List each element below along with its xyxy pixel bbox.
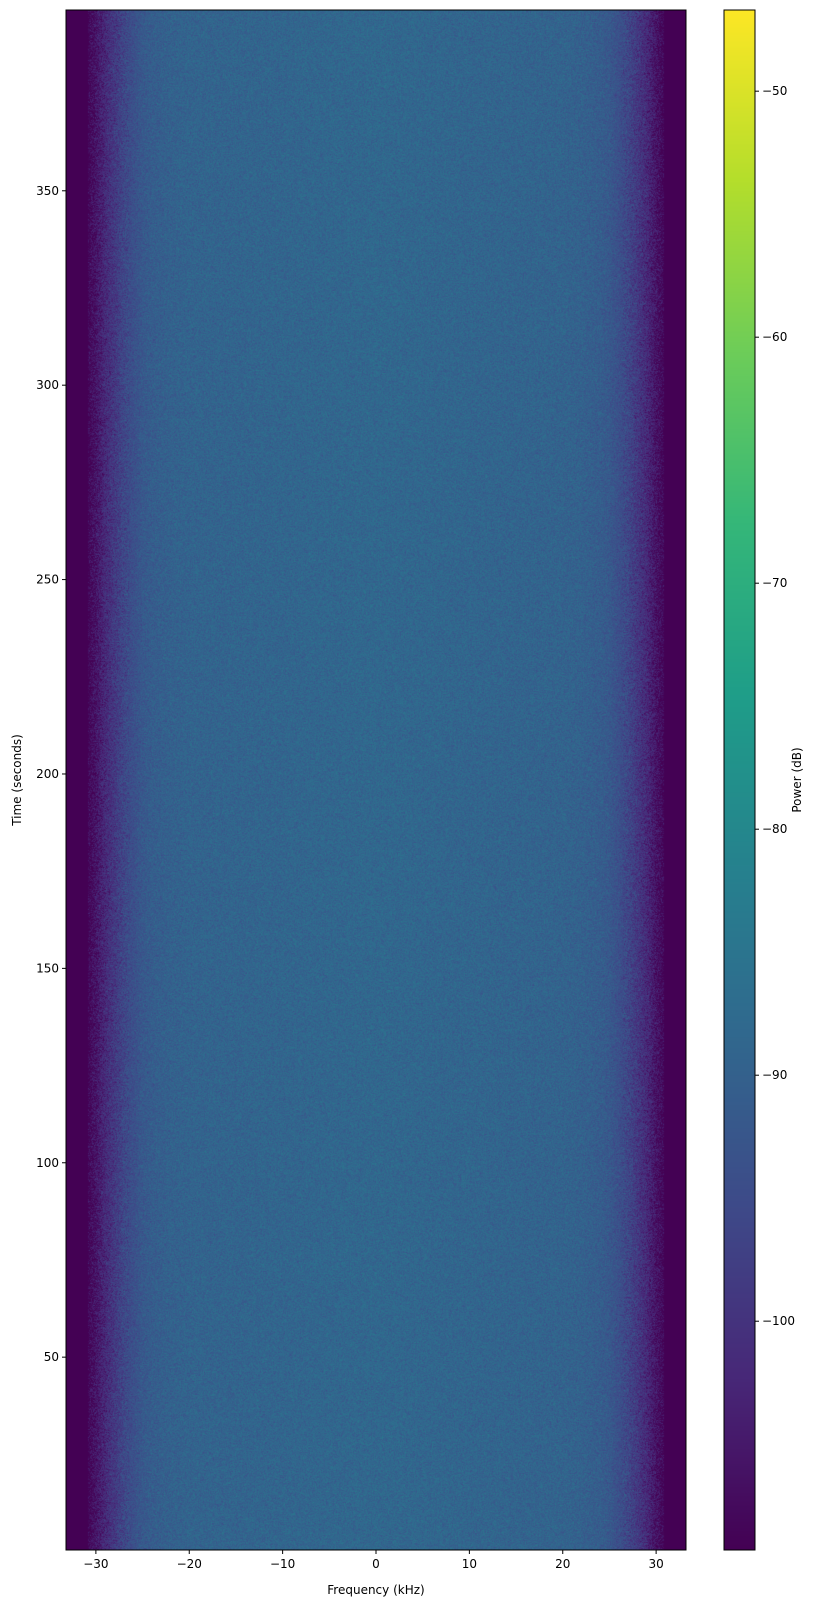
- colorbar-label: Power (dB): [790, 747, 804, 812]
- x-axis-label: Frequency (kHz): [327, 1583, 424, 1597]
- plot-frame: [66, 10, 686, 1550]
- chart-axes: −30 −20 −10 0 10 20 3050100150200250300350−100…: [0, 0, 832, 1603]
- x-tick-label: 10: [462, 1557, 477, 1571]
- colorbar-tick-label: −70: [762, 576, 787, 590]
- y-tick-label: 50: [44, 1350, 59, 1364]
- colorbar-tick-label: −50: [762, 84, 787, 98]
- colorbar-frame: [724, 10, 755, 1550]
- colorbar-tick-label: −80: [762, 822, 787, 836]
- x-tick-label: −20: [177, 1557, 202, 1571]
- y-tick-label: 100: [36, 1156, 59, 1170]
- x-tick-label: −30: [83, 1557, 108, 1571]
- y-tick-label: 150: [36, 961, 59, 975]
- y-tick-label: 250: [36, 573, 59, 587]
- colorbar-tick-label: −60: [762, 330, 787, 344]
- y-tick-label: 300: [36, 378, 59, 392]
- colorbar-tick-label: −90: [762, 1068, 787, 1082]
- y-axis-label: Time (seconds): [10, 734, 24, 827]
- x-tick-label: −10: [270, 1557, 295, 1571]
- colorbar-tick-label: −100: [762, 1314, 795, 1328]
- y-tick-label: 350: [36, 184, 59, 198]
- y-tick-label: 200: [36, 767, 59, 781]
- x-tick-label: 0: [372, 1557, 380, 1571]
- x-tick-label: 20: [555, 1557, 570, 1571]
- x-tick-label: 30: [648, 1557, 663, 1571]
